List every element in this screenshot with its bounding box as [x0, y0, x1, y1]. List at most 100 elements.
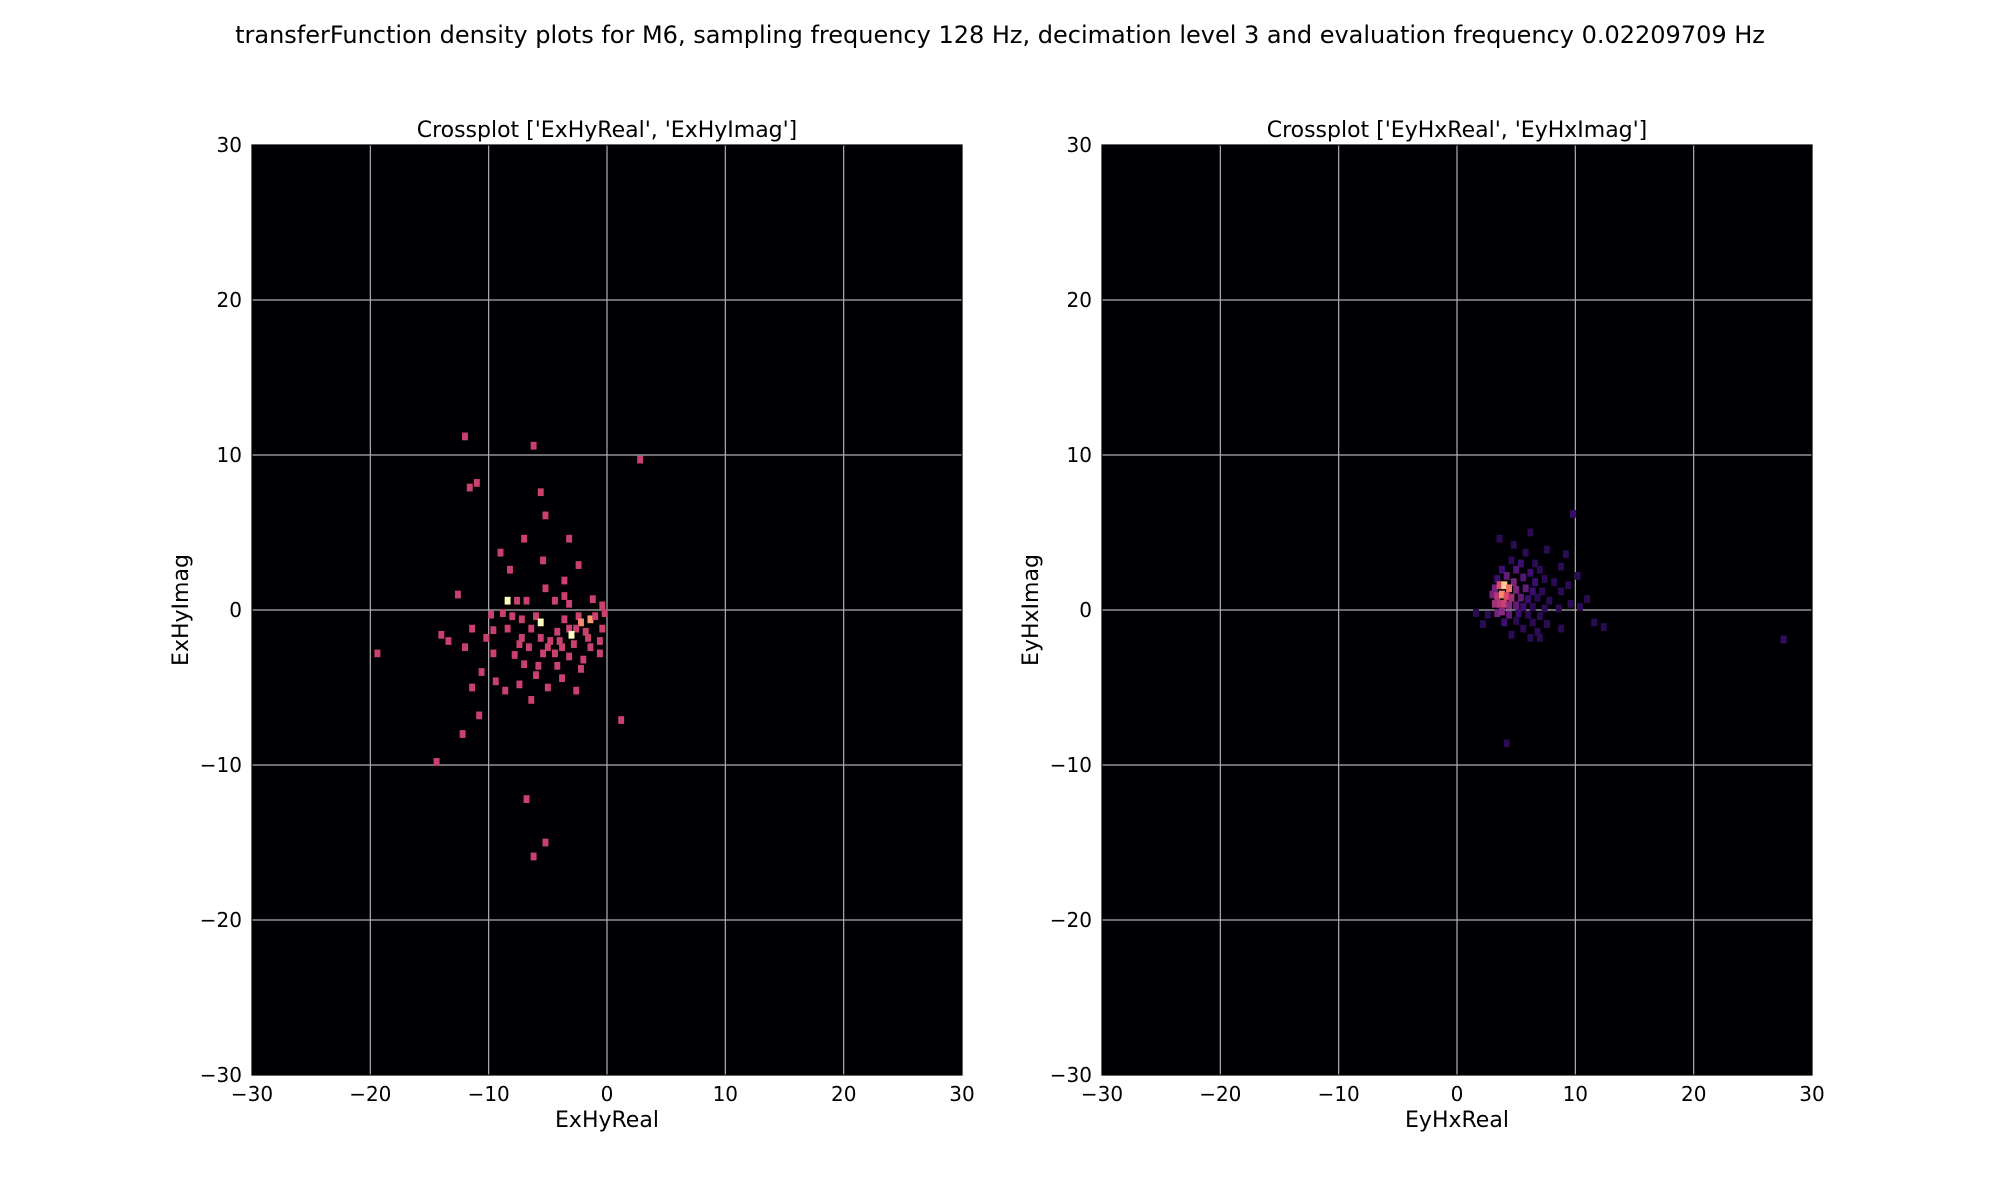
density-cell — [1501, 581, 1508, 590]
density-cell — [556, 637, 563, 645]
density-cell — [544, 683, 551, 692]
y-tick-label: 0 — [1079, 598, 1092, 622]
density-cell — [1534, 627, 1541, 636]
density-cell — [1558, 624, 1565, 633]
density-cell — [1501, 599, 1508, 608]
x-axis-label-exhy: ExHyReal — [555, 1108, 659, 1133]
density-cell — [561, 576, 568, 585]
y-tick-label: −10 — [1050, 753, 1092, 777]
density-cell — [507, 565, 513, 574]
density-cell — [528, 696, 535, 704]
density-cell — [1532, 578, 1539, 586]
density-cell — [462, 432, 468, 441]
density-cell — [547, 637, 554, 645]
density-cell — [559, 643, 565, 652]
plot-title-eyhx: Crossplot ['EyHxReal', 'EyHxImag'] — [1267, 118, 1648, 143]
density-cell — [535, 661, 542, 670]
density-cell — [1517, 559, 1524, 568]
density-cell — [1558, 562, 1565, 571]
x-tick-label: −10 — [1318, 1082, 1360, 1106]
density-cell — [1480, 620, 1486, 628]
density-cell — [1534, 593, 1541, 602]
density-cell — [566, 624, 573, 633]
density-cell — [599, 601, 606, 610]
density-cell — [1513, 601, 1520, 610]
density-cell — [1499, 565, 1505, 574]
y-tick-label: 10 — [217, 443, 242, 467]
density-cell — [1484, 610, 1491, 619]
density-cell — [578, 618, 584, 627]
x-axis-label-eyhx: EyHxReal — [1405, 1108, 1509, 1133]
y-tick-label: 10 — [1067, 443, 1092, 467]
y-tick-label: −20 — [1050, 908, 1092, 932]
density-cell — [599, 624, 606, 633]
y-tick-label: −10 — [200, 753, 242, 777]
density-cell — [1529, 603, 1536, 611]
density-cell — [1536, 612, 1543, 621]
density-cell — [488, 610, 494, 619]
density-cell — [1520, 624, 1527, 633]
y-tick-label: 20 — [217, 288, 242, 312]
density-cell — [1527, 568, 1534, 577]
density-cell — [1503, 739, 1510, 748]
density-cell — [521, 660, 528, 669]
density-cell — [587, 643, 594, 652]
density-cell — [1525, 610, 1531, 619]
density-cell — [1543, 620, 1550, 628]
y-axis-label-eyhx: EyHxImag — [1019, 554, 1044, 666]
density-cell — [511, 651, 518, 659]
density-cell — [1517, 593, 1524, 602]
density-cell — [573, 624, 580, 633]
crossplot-eyhx: Crossplot ['EyHxReal', 'EyHxImag'] −30 −… — [1019, 118, 1825, 1133]
density-cell — [1529, 587, 1536, 596]
density-cell — [433, 758, 440, 766]
density-cell — [1541, 604, 1548, 613]
crossplot-exhy: Crossplot ['ExHyReal', 'ExHyImag'] −30 −… — [169, 118, 975, 1133]
density-cell — [1780, 635, 1787, 644]
density-cell — [530, 441, 537, 450]
density-cell — [1522, 584, 1529, 593]
density-cell — [561, 615, 568, 624]
density-cell — [1496, 581, 1503, 590]
x-ticks-exhy: −30 −20 −10 0 10 20 30 — [231, 1082, 975, 1106]
density-cell — [466, 483, 473, 492]
density-cell — [1489, 590, 1496, 599]
density-cell — [518, 615, 525, 624]
density-cell — [1494, 575, 1501, 583]
x-tick-label: 0 — [601, 1082, 614, 1106]
x-tick-label: 10 — [1563, 1082, 1588, 1106]
x-tick-label: 20 — [1681, 1082, 1706, 1106]
density-cell — [596, 649, 603, 658]
y-tick-label: −30 — [200, 1063, 242, 1087]
density-cell — [1536, 634, 1543, 642]
density-cell — [1536, 565, 1543, 574]
y-ticks-eyhx: 30 20 10 0 −10 −20 −30 — [1050, 133, 1092, 1087]
y-axis-label-exhy: ExHyImag — [169, 554, 194, 666]
density-cell — [1565, 581, 1572, 590]
density-cell — [551, 596, 558, 605]
density-cell — [462, 643, 468, 652]
density-cell — [497, 548, 504, 557]
density-cell — [1472, 609, 1479, 617]
density-cell — [445, 637, 452, 645]
density-cell — [1522, 548, 1529, 557]
density-cell — [473, 479, 480, 487]
density-cell — [1494, 592, 1501, 600]
density-cell — [1513, 585, 1520, 594]
density-cell — [1529, 618, 1536, 627]
density-cell — [1562, 550, 1569, 559]
density-cell — [537, 488, 544, 497]
density-cell — [490, 626, 497, 635]
density-cells-eyhx — [1472, 510, 1787, 748]
density-cell — [1532, 559, 1539, 568]
density-cell — [1508, 630, 1515, 639]
y-tick-label: 30 — [1067, 133, 1092, 157]
density-cell — [554, 627, 561, 636]
density-cell — [1525, 595, 1531, 604]
density-cell — [492, 677, 499, 686]
y-tick-label: −20 — [200, 908, 242, 932]
density-cell — [566, 652, 573, 661]
density-cell — [1510, 541, 1517, 549]
density-cell — [580, 655, 587, 664]
density-cell — [1591, 618, 1598, 627]
